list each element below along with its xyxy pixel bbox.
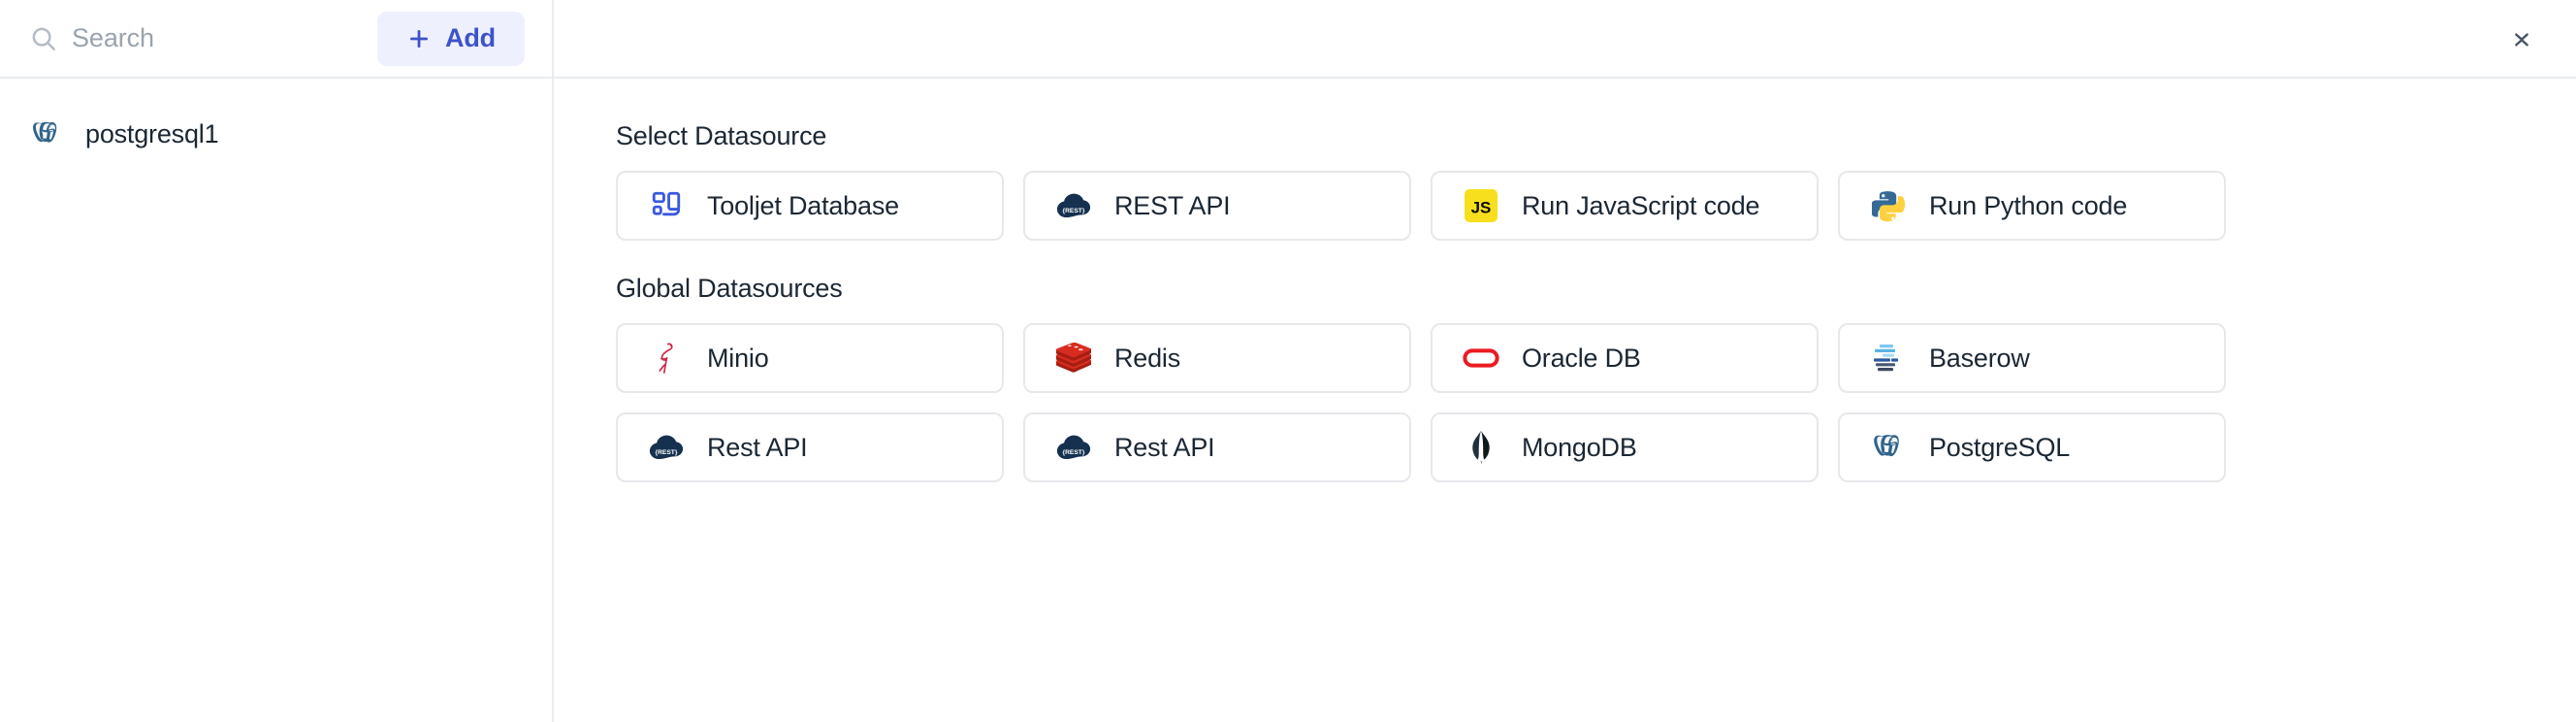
svg-text:JS: JS [1471,198,1492,216]
datasource-card-label: Redis [1114,343,1181,373]
main-topbar [554,0,2576,79]
collapse-panel-button[interactable] [2500,17,2543,60]
javascript-icon: JS [1462,186,1500,225]
datasource-card-run-python-code[interactable]: Run Python code [1838,171,2226,241]
postgresql-icon [29,116,64,151]
datasource-card-label: Minio [707,343,769,373]
datasource-card-label: Rest API [1114,432,1215,462]
rest-api-cloud-icon: {REST} [1054,186,1093,225]
datasource-card-tooljet-database[interactable]: Tooljet Database [616,171,1004,241]
datasource-card-label: Oracle DB [1522,343,1641,373]
tooljet-database-icon [647,186,686,225]
rest-api-cloud-icon: {REST} [647,428,686,467]
datasource-card-rest-api[interactable]: {REST} REST API [1023,171,1411,241]
redis-icon [1054,339,1093,377]
mongodb-icon [1462,428,1500,467]
datasource-card-run-javascript-code[interactable]: JS Run JavaScript code [1431,171,1819,241]
datasource-card-minio[interactable]: Minio [616,323,1004,393]
datasource-card-label: Baserow [1929,343,2030,373]
add-datasource-button[interactable]: Add [377,11,525,66]
select-datasource-grid: Tooljet Database {REST} REST API [616,171,2576,241]
svg-text:{REST}: {REST} [656,449,678,456]
datasource-card-rest-api-2[interactable]: {REST} Rest API [1023,412,1411,482]
minio-icon [647,339,686,377]
datasource-card-label: Tooljet Database [707,190,899,220]
section-title: Select Datasource [616,121,827,150]
svg-text:{REST}: {REST} [1063,449,1085,456]
svg-text:{REST}: {REST} [1063,208,1085,214]
datasource-card-rest-api-1[interactable]: {REST} Rest API [616,412,1004,482]
collapse-vertical-icon [2507,24,2536,53]
datasource-card-redis[interactable]: Redis [1023,323,1411,393]
global-datasources-grid: Minio [616,323,2576,482]
sidebar-search-bar: Add [0,0,552,79]
datasource-card-label: Run Python code [1929,190,2128,220]
section-global-datasources: Global Datasources [616,274,2576,482]
plus-icon [406,26,432,51]
datasource-sidebar: Add [0,0,554,722]
datasource-card-label: MongoDB [1522,432,1637,462]
rest-api-cloud-icon: {REST} [1054,428,1093,467]
datasource-card-label: PostgreSQL [1929,432,2071,462]
postgresql-icon [1869,428,1908,467]
datasource-list: postgresql1 [0,79,552,722]
datasource-card-mongodb[interactable]: MongoDB [1431,412,1819,482]
datasource-card-baserow[interactable]: Baserow [1838,323,2226,393]
add-button-label: Add [445,23,496,52]
baserow-icon [1869,339,1908,377]
datasource-card-label: REST API [1114,190,1231,220]
oracle-icon [1462,339,1500,377]
search-icon [29,24,58,53]
datasource-content: Select Datasource Tooljet Database [554,79,2576,482]
section-title: Global Datasources [616,274,843,303]
datasource-main-panel: Select Datasource Tooljet Database [554,0,2576,722]
datasource-card-label: Rest API [707,432,808,462]
search-input[interactable] [72,23,364,53]
datasource-card-label: Run JavaScript code [1522,190,1760,220]
list-item-label: postgresql1 [85,118,219,148]
list-item[interactable]: postgresql1 [0,104,552,164]
datasource-card-oracle-db[interactable]: Oracle DB [1431,323,1819,393]
section-select-datasource: Select Datasource Tooljet Database [616,121,2576,241]
python-icon [1869,186,1908,225]
datasource-card-postgresql[interactable]: PostgreSQL [1838,412,2226,482]
